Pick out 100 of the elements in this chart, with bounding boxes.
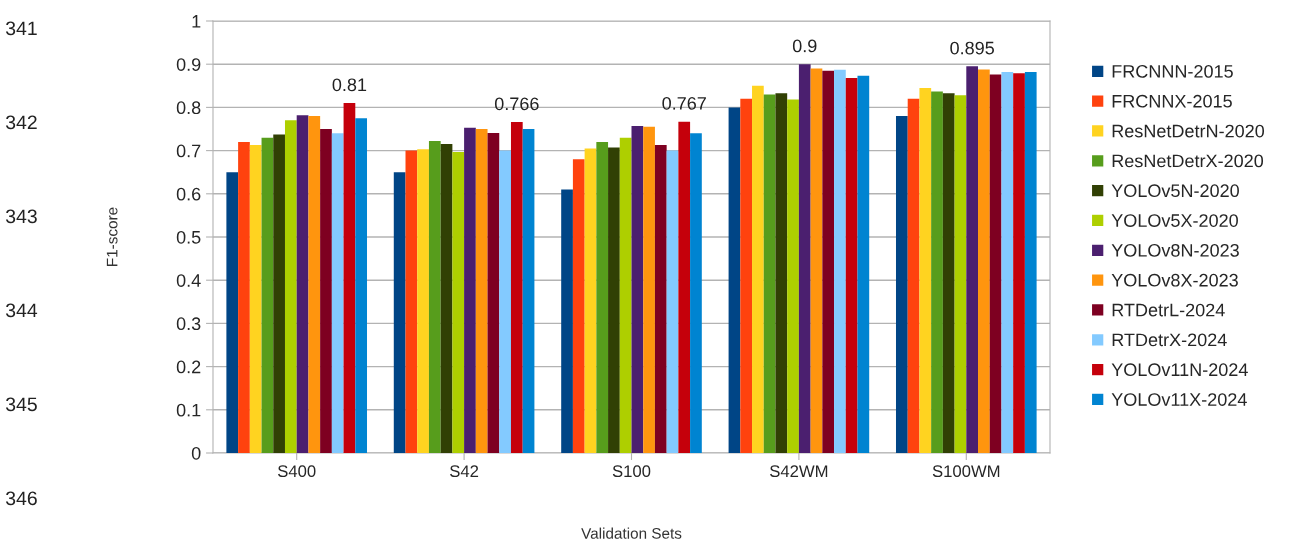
- bar: [942, 93, 955, 453]
- bar: [440, 144, 453, 453]
- data-label: 0.895: [950, 41, 994, 55]
- legend-label: RTDetrL-2024: [1112, 303, 1225, 317]
- bar: [834, 69, 846, 453]
- bar: [907, 98, 920, 453]
- bar: [619, 137, 632, 453]
- legend-label: ResNetDetrN-2020: [1112, 124, 1265, 138]
- bar: [666, 150, 679, 453]
- y-tick-label: 0: [191, 446, 201, 460]
- legend-label: YOLOv11X-2024: [1111, 393, 1247, 406]
- x-tick-label: S100: [612, 465, 651, 478]
- legend-label: YOLOv8X-2023: [1111, 273, 1238, 287]
- y-tick-label: 1: [192, 15, 201, 28]
- bar: [343, 103, 356, 453]
- y-axis-title: F1-score: [106, 207, 118, 266]
- bar: [428, 141, 441, 453]
- y-tick-label: 0.7: [176, 144, 201, 158]
- bar: [966, 66, 979, 453]
- y-tick-label: 0.8: [176, 101, 201, 115]
- bar: [249, 144, 262, 453]
- bar: [308, 116, 321, 453]
- bar: [810, 68, 823, 453]
- bar: [919, 87, 932, 453]
- text: 341: [5, 21, 37, 36]
- bar: [355, 118, 368, 453]
- bar: [857, 75, 870, 453]
- legend-label: YOLOv5X-2020: [1111, 214, 1238, 227]
- bar: [775, 93, 788, 453]
- bar: [284, 120, 297, 453]
- bar: [331, 133, 344, 453]
- bar: [475, 129, 488, 453]
- bar: [954, 95, 967, 453]
- bar: [1013, 73, 1025, 453]
- bar: [452, 151, 465, 453]
- bar: [763, 94, 776, 453]
- legend-label: YOLOv5N-2020: [1111, 184, 1239, 198]
- bar: [740, 98, 753, 453]
- legend-label: FRCNNN-2015: [1112, 64, 1233, 78]
- bar: [845, 78, 858, 453]
- bar: [690, 133, 702, 453]
- y-tick-label: 0.6: [176, 187, 201, 201]
- x-tick-label: S42: [450, 465, 479, 478]
- bar: [822, 70, 835, 453]
- bar: [989, 74, 1002, 453]
- x-axis-title: Validation Sets: [581, 527, 682, 539]
- bar: [678, 121, 691, 453]
- x-tick-label: S400: [278, 465, 316, 478]
- bar: [728, 107, 741, 453]
- legend-label: FRCNNX-2015: [1112, 94, 1232, 108]
- bar: [499, 150, 511, 453]
- bar: [226, 172, 239, 453]
- bar: [931, 91, 943, 453]
- bar: [522, 129, 535, 453]
- text: 344: [5, 303, 38, 318]
- legend-label: ResNetDetrX-2020: [1112, 154, 1264, 168]
- data-label: 0.766: [494, 97, 539, 111]
- text: 346: [5, 491, 37, 506]
- bar: [296, 115, 309, 453]
- bar: [405, 150, 418, 453]
- bar: [487, 132, 500, 453]
- data-label: 0.767: [662, 96, 706, 110]
- text: 345: [5, 397, 37, 412]
- bar: [1001, 71, 1014, 453]
- x-tick-label: S100WM: [932, 465, 1000, 478]
- bar: [895, 116, 908, 453]
- x-tick-label: S42WM: [770, 465, 828, 478]
- bar: [1024, 71, 1037, 453]
- bar: [752, 85, 764, 453]
- bar: [654, 144, 667, 453]
- bar: [393, 172, 406, 453]
- data-label: 0.9: [792, 39, 817, 53]
- bar: [978, 69, 990, 453]
- bar: [510, 122, 523, 453]
- text: 343: [5, 209, 37, 224]
- bar: [608, 147, 620, 453]
- bar: [238, 141, 250, 453]
- y-tick-label: 0.3: [176, 317, 201, 331]
- y-tick-label: 0.4: [176, 274, 201, 287]
- bar: [584, 148, 597, 453]
- bar: [273, 134, 285, 453]
- data-label: 0.81: [332, 78, 367, 92]
- bar: [561, 189, 573, 453]
- y-tick-label: 0.5: [176, 230, 201, 244]
- bar: [787, 99, 799, 453]
- bar: [261, 137, 274, 453]
- y-tick-label: 0.2: [176, 360, 201, 374]
- y-tick-label: 0.9: [176, 58, 201, 71]
- bar: [798, 64, 811, 453]
- text: 342: [5, 115, 37, 130]
- legend-label: YOLOv11N-2024: [1111, 363, 1248, 377]
- bar: [417, 149, 429, 453]
- bar: [631, 125, 644, 453]
- bar: [464, 127, 476, 453]
- bar: [320, 129, 332, 453]
- legend-label: RTDetrX-2024: [1112, 333, 1227, 347]
- legend-label: YOLOv8N-2023: [1111, 243, 1239, 257]
- bar: [643, 126, 655, 453]
- bar: [596, 141, 609, 453]
- y-tick-label: 0.1: [176, 403, 201, 417]
